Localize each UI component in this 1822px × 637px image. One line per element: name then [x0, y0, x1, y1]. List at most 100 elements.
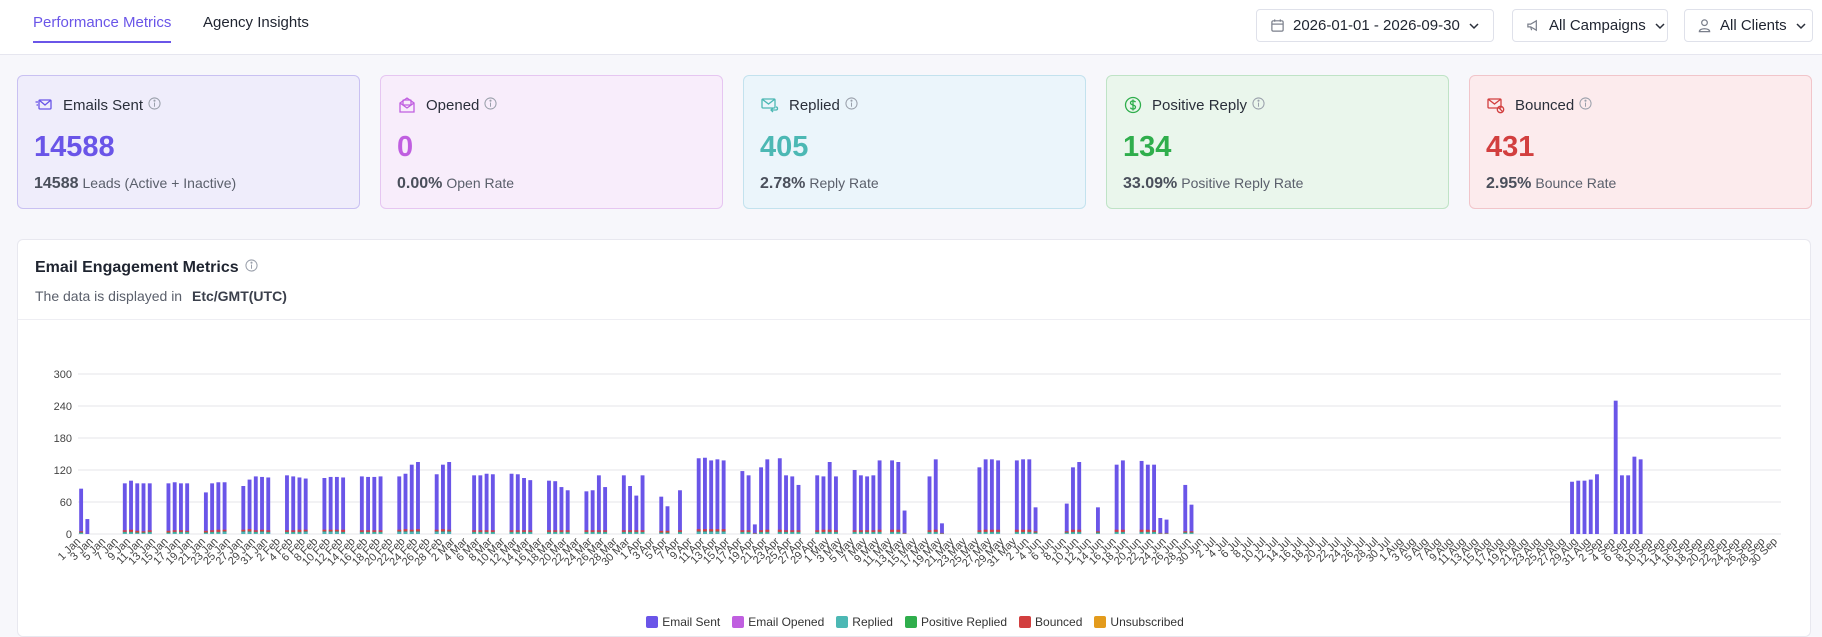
bar-replied — [522, 532, 526, 534]
bar-positive-replied — [129, 531, 133, 533]
bar-email-sent — [740, 471, 745, 534]
bar-positive-replied — [122, 531, 127, 533]
bar-replied — [434, 531, 439, 534]
legend-item-email-sent[interactable]: Email Sent — [646, 615, 720, 629]
bar-replied — [378, 532, 383, 534]
bar-email-sent — [989, 459, 994, 534]
info-icon[interactable] — [148, 96, 161, 114]
bar-positive-replied — [696, 531, 701, 532]
info-icon[interactable] — [1252, 96, 1265, 114]
bar-replied — [241, 531, 246, 534]
bar-bounced — [715, 529, 720, 532]
bar-replied — [1064, 532, 1069, 534]
bar-positive-replied — [1183, 532, 1188, 533]
card-replied: Replied 405 2.78% Reply Rate — [743, 75, 1086, 209]
legend-item-replied[interactable]: Replied — [836, 615, 893, 629]
clients-dropdown[interactable]: All Clients — [1684, 9, 1813, 42]
bar-bounced — [628, 530, 633, 532]
info-icon[interactable] — [245, 259, 258, 277]
bar-email-sent — [1027, 459, 1032, 534]
bar-bounced — [1014, 529, 1019, 532]
bar-positive-replied — [172, 531, 177, 533]
bar-replied — [285, 532, 289, 534]
bar-bounced — [896, 529, 901, 532]
bar-positive-replied — [827, 531, 832, 533]
bar-bounced — [247, 529, 252, 532]
bar-email-sent — [765, 459, 770, 534]
bar-bounced — [291, 530, 296, 532]
bar-email-sent — [147, 483, 152, 534]
bar-positive-replied — [933, 531, 938, 533]
bar-replied — [260, 531, 264, 534]
bar-replied — [640, 532, 645, 534]
date-range-picker[interactable]: 2026-01-01 - 2026-09-30 — [1256, 9, 1494, 42]
card-sub-value: 2.95% — [1486, 175, 1532, 192]
bar-replied — [996, 532, 1001, 534]
tab-performance-metrics[interactable]: Performance Metrics — [33, 14, 172, 43]
bar-email-sent — [172, 482, 177, 534]
megaphone-icon — [1527, 19, 1537, 32]
campaigns-dropdown[interactable]: All Campaigns — [1512, 9, 1668, 42]
campaigns-label: All Campaigns — [1549, 17, 1646, 34]
bar-bounced — [1164, 532, 1169, 534]
bar-positive-replied — [709, 531, 714, 532]
bar-positive-replied — [746, 531, 751, 533]
bar-replied — [865, 532, 870, 534]
bar-bounced — [553, 530, 558, 532]
legend-item-bounced[interactable]: Bounced — [1019, 615, 1082, 629]
y-tick-label: 120 — [54, 465, 72, 477]
bar-replied — [989, 532, 994, 534]
legend-item-positive-replied[interactable]: Positive Replied — [904, 615, 1007, 629]
bar-email-sent — [178, 483, 183, 534]
bar-positive-replied — [79, 532, 84, 533]
legend-item-unsubscribed[interactable]: Unsubscribed — [1094, 615, 1184, 629]
bar-bounced — [865, 530, 870, 532]
bar-bounced — [665, 530, 670, 533]
bar-bounced — [702, 529, 707, 532]
bar-bounced — [1183, 531, 1188, 533]
top-bar: Performance Metrics Agency Insights 2026… — [0, 0, 1822, 55]
bar-replied — [1071, 532, 1075, 534]
info-icon[interactable] — [845, 96, 858, 114]
bar-positive-replied — [865, 531, 870, 533]
tab-agency-insights[interactable]: Agency Insights — [203, 14, 309, 31]
info-icon[interactable] — [484, 96, 497, 114]
bar-replied — [185, 532, 190, 534]
bar-bounced — [1158, 532, 1163, 534]
bar-email-sent — [141, 483, 146, 534]
bar-bounced — [185, 530, 190, 532]
bar-email-sent — [715, 459, 720, 534]
bar-positive-replied — [1021, 531, 1026, 533]
bar-positive-replied — [989, 531, 994, 533]
bar-bounced — [852, 530, 857, 532]
legend-label: Replied — [852, 615, 893, 629]
bar-email-sent — [1158, 518, 1163, 534]
bar-bounced — [790, 530, 795, 532]
bar-replied — [440, 531, 445, 534]
bar-positive-replied — [303, 531, 308, 532]
bar-positive-replied — [247, 531, 252, 532]
bar-replied — [297, 532, 302, 534]
bar-replied — [1164, 533, 1169, 534]
info-icon[interactable] — [1579, 96, 1592, 114]
legend-item-email-opened[interactable]: Email Opened — [732, 615, 824, 629]
bar-bounced — [871, 530, 876, 532]
bar-bounced — [547, 530, 551, 532]
bar-email-sent — [1114, 464, 1119, 534]
bar-replied — [147, 532, 152, 534]
bar-email-sent — [416, 462, 420, 534]
bar-bounced — [172, 530, 177, 532]
bar-replied — [1077, 532, 1082, 534]
bar-positive-replied — [285, 531, 289, 533]
bar-email-sent — [621, 475, 626, 534]
card-sub-label: Leads (Active + Inactive) — [82, 175, 237, 191]
bar-replied — [590, 532, 595, 534]
bar-bounced — [241, 529, 246, 532]
bar-bounced — [122, 530, 127, 532]
bar-email-sent — [1120, 460, 1125, 534]
bar-positive-replied — [509, 531, 514, 533]
bar-bounced — [565, 530, 570, 532]
card-title: Replied — [789, 96, 840, 114]
bar-positive-replied — [241, 531, 246, 532]
bar-replied — [877, 532, 882, 534]
